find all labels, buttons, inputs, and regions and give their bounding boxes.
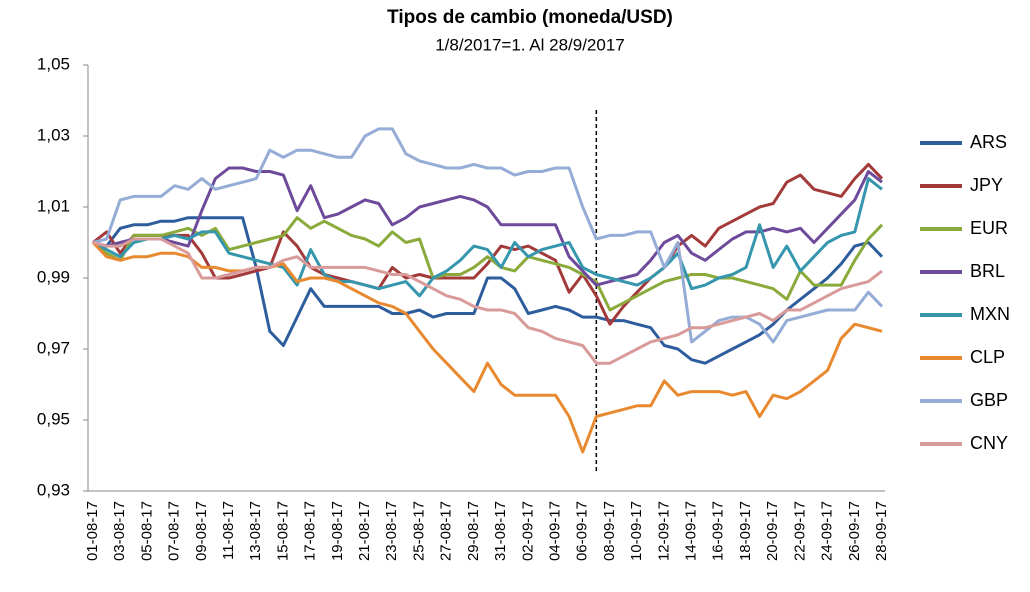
y-tick-label: 0,95 — [37, 409, 70, 428]
x-tick-label: 03-08-17 — [111, 501, 128, 561]
y-tick-label: 0,93 — [37, 480, 70, 499]
x-tick-label: 02-09-17 — [519, 501, 536, 561]
x-tick-label: 31-08-17 — [492, 501, 509, 561]
chart-title: Tipos de cambio (moneda/USD) — [387, 7, 673, 28]
x-tick-label: 15-08-17 — [274, 501, 291, 561]
x-tick-label: 16-09-17 — [710, 501, 727, 561]
x-tick-label: 23-08-17 — [383, 501, 400, 561]
x-tick-label: 13-08-17 — [247, 501, 264, 561]
legend-label: GBP — [970, 390, 1008, 410]
legend-label: CNY — [970, 433, 1008, 453]
x-tick-label: 21-08-17 — [356, 501, 373, 561]
x-tick-label: 29-08-17 — [465, 501, 482, 561]
legend-label: EUR — [970, 218, 1008, 238]
series-line — [92, 216, 884, 365]
x-tick-label: 04-09-17 — [546, 501, 563, 561]
y-tick-label: 1,01 — [37, 196, 70, 215]
x-tick-label: 06-09-17 — [574, 501, 591, 561]
x-tick-label: 18-09-17 — [737, 501, 754, 561]
y-tick-label: 1,05 — [37, 54, 70, 73]
series-line — [92, 127, 884, 344]
x-tick-label: 08-09-17 — [601, 501, 618, 561]
series-line — [92, 162, 884, 326]
legend-label: ARS — [970, 132, 1007, 152]
chart-subtitle: 1/8/2017=1. Al 28/9/2017 — [435, 35, 625, 54]
legend-label: JPY — [970, 175, 1003, 195]
x-tick-label: 10-09-17 — [628, 501, 645, 561]
series-line — [92, 177, 883, 298]
x-tick-label: 20-09-17 — [764, 501, 781, 561]
x-tick-label: 14-09-17 — [683, 501, 700, 561]
x-tick-label: 07-08-17 — [166, 501, 183, 561]
series-line — [92, 166, 883, 287]
x-tick-label: 28-09-17 — [873, 501, 890, 561]
y-tick-label: 1,03 — [37, 125, 70, 144]
x-tick-label: 05-08-17 — [138, 501, 155, 561]
series-line — [91, 241, 883, 454]
y-tick-label: 0,99 — [37, 267, 70, 286]
x-tick-label: 11-08-17 — [220, 501, 237, 560]
x-tick-label: 01-08-17 — [84, 501, 101, 561]
x-tick-label: 25-08-17 — [410, 501, 427, 561]
series-line — [92, 216, 884, 312]
x-tick-label: 24-09-17 — [819, 501, 836, 561]
x-tick-label: 17-08-17 — [302, 501, 319, 561]
x-tick-label: 19-08-17 — [329, 501, 346, 561]
legend-label: CLP — [970, 347, 1005, 367]
series-line — [92, 237, 883, 365]
y-tick-label: 0,97 — [37, 338, 70, 357]
x-tick-label: 09-08-17 — [193, 501, 210, 561]
x-tick-label: 12-09-17 — [655, 501, 672, 561]
x-tick-label: 22-09-17 — [791, 501, 808, 561]
legend-label: MXN — [970, 304, 1010, 324]
x-tick-label: 26-09-17 — [846, 501, 863, 561]
legend-label: BRL — [970, 261, 1005, 281]
x-tick-label: 27-08-17 — [438, 501, 455, 561]
